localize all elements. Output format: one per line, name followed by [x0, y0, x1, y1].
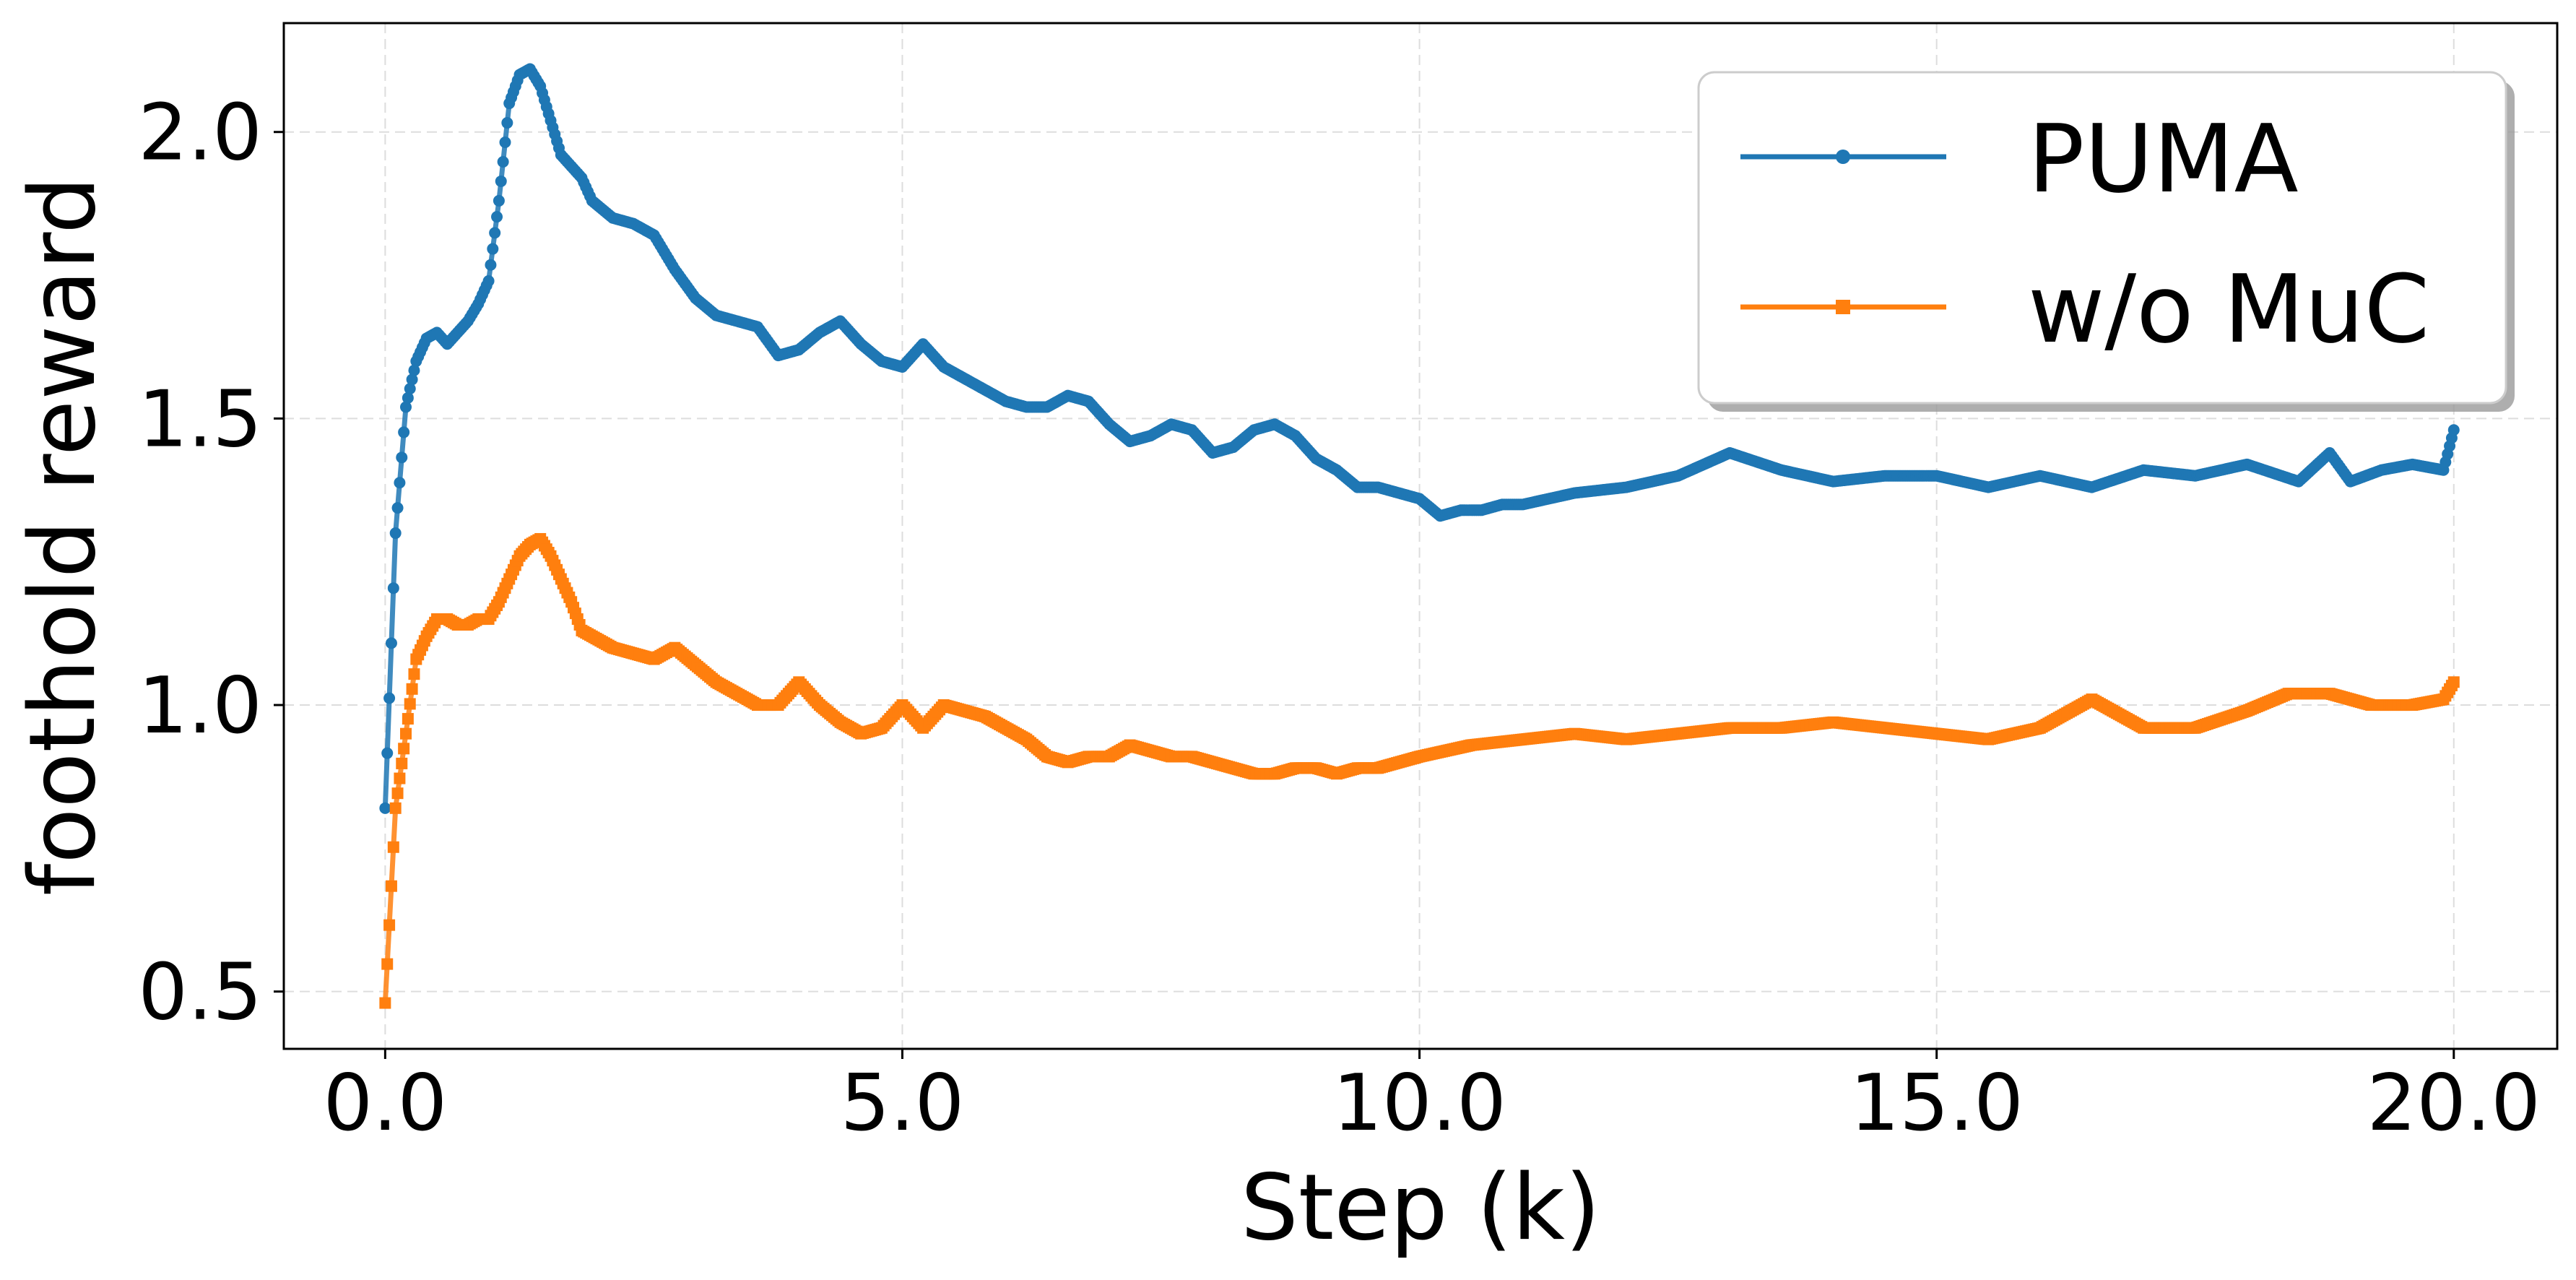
y-tick-label: 1.0	[138, 661, 262, 751]
series-puma	[379, 63, 2460, 814]
y-tick-label: 0.5	[138, 948, 262, 1038]
grid	[284, 23, 2557, 1049]
data-point	[406, 683, 418, 695]
data-point	[379, 802, 391, 814]
data-point	[2447, 676, 2460, 688]
data-point	[501, 117, 513, 129]
ticks: 0.0 5.0 10.0 15.0 20.0 0.5 1.0 1.5 2.0	[138, 88, 2541, 1149]
data-point	[408, 364, 420, 376]
series-w-o-muc	[379, 532, 2460, 1009]
data-point	[491, 211, 503, 223]
x-tick-label: 5.0	[841, 1058, 965, 1149]
data-point	[406, 373, 418, 386]
data-point	[400, 401, 412, 413]
x-tick-label: 20.0	[2367, 1058, 2541, 1149]
y-axis-label: foothold reward	[9, 176, 116, 896]
data-point	[400, 727, 412, 740]
data-point	[391, 787, 404, 800]
legend-marker-puma	[1836, 150, 1850, 164]
data-point	[404, 383, 416, 395]
data-point	[482, 274, 495, 287]
data-point	[381, 958, 394, 970]
x-axis-label: Step (k)	[1241, 1154, 1600, 1260]
data-point	[396, 757, 408, 769]
data-point	[383, 919, 396, 931]
data-point	[398, 426, 410, 438]
data-point	[381, 747, 394, 759]
x-tick-label: 0.0	[323, 1058, 447, 1149]
data-point	[402, 392, 414, 404]
data-point	[495, 175, 507, 187]
legend-label-wo-muc: w/o MuC	[2028, 254, 2429, 364]
data-point	[387, 582, 399, 594]
data-point	[385, 880, 397, 892]
legend-label-puma: PUMA	[2028, 104, 2299, 214]
series-layer	[379, 63, 2460, 1009]
data-point	[379, 997, 391, 1009]
data-point	[493, 194, 505, 207]
legend: PUMA w/o MuC	[1697, 71, 2515, 412]
data-point	[485, 259, 497, 271]
y-tick-label: 2.0	[138, 88, 262, 178]
data-point	[402, 713, 414, 725]
data-point	[383, 692, 396, 704]
data-point	[2447, 424, 2460, 436]
data-point	[499, 137, 511, 149]
x-tick-label: 15.0	[1849, 1058, 2023, 1149]
data-point	[489, 227, 501, 239]
legend-marker-wo-muc	[1836, 300, 1850, 314]
data-point	[497, 155, 509, 168]
data-point	[398, 743, 410, 755]
x-tick-label: 10.0	[1332, 1058, 1506, 1149]
y-tick-label: 1.5	[138, 374, 262, 464]
data-point	[404, 698, 416, 710]
data-point	[385, 637, 397, 649]
data-point	[389, 527, 402, 540]
data-point	[408, 668, 420, 680]
data-point	[394, 772, 406, 784]
data-point	[487, 243, 499, 255]
data-point	[396, 451, 408, 464]
data-point	[391, 502, 404, 514]
data-point	[394, 477, 406, 489]
data-point	[387, 841, 399, 853]
data-point	[389, 802, 402, 814]
